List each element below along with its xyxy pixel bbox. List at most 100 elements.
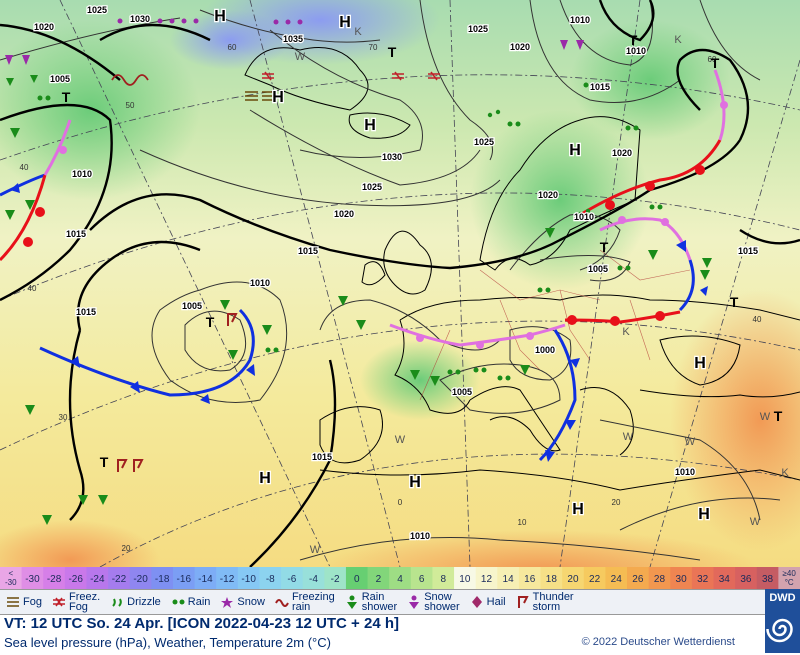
snow-symbols [117, 18, 303, 25]
dwd-spiral-icon [766, 618, 793, 643]
isobar-label: 1010 [675, 467, 695, 477]
trough-marker: T [600, 239, 609, 255]
legend-label: 20 [567, 574, 579, 585]
air-mass-marks: W W W W W W W K K K K [295, 26, 790, 556]
legend-label: 8 [440, 574, 446, 585]
rain-shower-symbols [5, 75, 712, 525]
legend-swatch [410, 567, 433, 589]
isobar-label: 1010 [570, 15, 590, 25]
isobar-label: 1030 [382, 152, 402, 162]
isobar-label: 1035 [283, 34, 303, 44]
legend-swatch [756, 567, 779, 589]
legend-item-fog: Fog [6, 595, 42, 609]
thunderstorm-icon [517, 596, 529, 608]
cold-front-west [0, 173, 46, 197]
legend-swatch [108, 567, 131, 589]
legend-label: -14 [198, 574, 213, 585]
copyright: © 2022 Deutscher Wetterdienst [581, 636, 735, 648]
snow-shower-symbols [5, 40, 584, 65]
legend-item-label: Snow shower [424, 591, 460, 613]
trough-marker: T [388, 44, 397, 60]
legend-label: 34 [719, 574, 731, 585]
legend-label: -18 [155, 574, 170, 585]
legend-item-snow: Snow [220, 595, 265, 609]
legend-label: -26 [68, 574, 83, 585]
legend-label: 26 [632, 574, 644, 585]
trough-marker: T [629, 32, 638, 48]
high-pressure-center: H [409, 474, 421, 491]
legend-label: 22 [589, 574, 601, 585]
legend-label: -30 [25, 574, 40, 585]
legend-label: 24 [611, 574, 623, 585]
freezing-fog-symbols [262, 71, 440, 81]
legend-label: -6 [287, 574, 296, 585]
legend-swatch [583, 567, 606, 589]
high-pressure-center: H [259, 470, 271, 487]
legend-label: 2 [376, 574, 382, 585]
isobar-label: 1010 [626, 46, 646, 56]
grid-label: 30 [59, 413, 68, 422]
cold-front-russia [678, 259, 695, 312]
legend-label: 18 [546, 574, 558, 585]
grid-label: 60 [228, 43, 237, 52]
cold-area-greenland [170, 10, 290, 70]
trough-marker: T [711, 55, 720, 71]
fog-symbols [245, 91, 275, 101]
legend-swatch [562, 567, 585, 589]
legend-swatch [64, 567, 87, 589]
legend-label: 14 [503, 574, 515, 585]
occluded-front-west [43, 119, 72, 176]
warm-area-southwest [0, 520, 160, 567]
legend-swatch [735, 567, 758, 589]
isobar-label: 1005 [50, 74, 70, 84]
legend-label: -16 [177, 574, 192, 585]
legend-item-freezing-rain: Freezing rain [275, 592, 335, 613]
high-pressure-center: H [364, 117, 376, 134]
grid-label: 40 [753, 315, 762, 324]
legend-swatch [216, 567, 239, 589]
snow-icon [221, 597, 234, 608]
legend-item-thunderstorm: Thunder storm [516, 591, 574, 613]
legend-label: -8 [266, 574, 275, 585]
isobars [0, 0, 781, 561]
high-pressure-center: H [572, 501, 584, 518]
warm-front-baltic [574, 139, 722, 220]
pressure-centers: H H H H H H H H H H [213, 7, 711, 525]
legend-swatch [454, 567, 477, 589]
trough-marker: T [774, 408, 783, 424]
isobar-label: 1005 [588, 264, 608, 274]
isobar-label: 1010 [250, 278, 270, 288]
air-mass-marker: K [781, 467, 789, 479]
rain-icon [172, 599, 185, 605]
air-mass-marker: W [623, 431, 634, 443]
legend-swatch [129, 567, 152, 589]
isobar-label: 1010 [410, 531, 430, 541]
legend-swatch [302, 567, 325, 589]
legend-label: -22 [112, 574, 127, 585]
isobar-label: 1025 [362, 182, 382, 192]
grid-label: 10 [518, 518, 527, 527]
isobar-label: 1010 [574, 212, 594, 222]
isobar-label: 1025 [474, 137, 494, 147]
green-area-scandinavia [470, 110, 650, 290]
legend-swatch [259, 567, 282, 589]
rain-dot-symbols [37, 82, 663, 393]
legend-label: 32 [697, 574, 709, 585]
freezing-fog-icon [52, 597, 65, 607]
legend-item-label: Snow [237, 596, 265, 608]
isobar-label: 1015 [738, 246, 758, 256]
drizzle-symbols [487, 109, 591, 217]
freezing-rain-symbols [111, 74, 149, 86]
legend-label: 28 [654, 574, 666, 585]
grid-labels: 60 70 50 60 40 40 40 30 20 20 0 10 [20, 43, 762, 553]
legend-item-label: Thunder storm [532, 591, 574, 613]
legend-item-label: Drizzle [127, 596, 161, 608]
legend-swatch [345, 567, 369, 589]
legend-label: 36 [740, 574, 752, 585]
legend-swatch [194, 567, 217, 589]
rain-shower-icon [346, 595, 357, 609]
air-mass-marker: K [354, 26, 362, 38]
front-symbols [10, 101, 728, 462]
high-pressure-center: H [339, 14, 351, 31]
isobar-label: 1015 [76, 307, 96, 317]
